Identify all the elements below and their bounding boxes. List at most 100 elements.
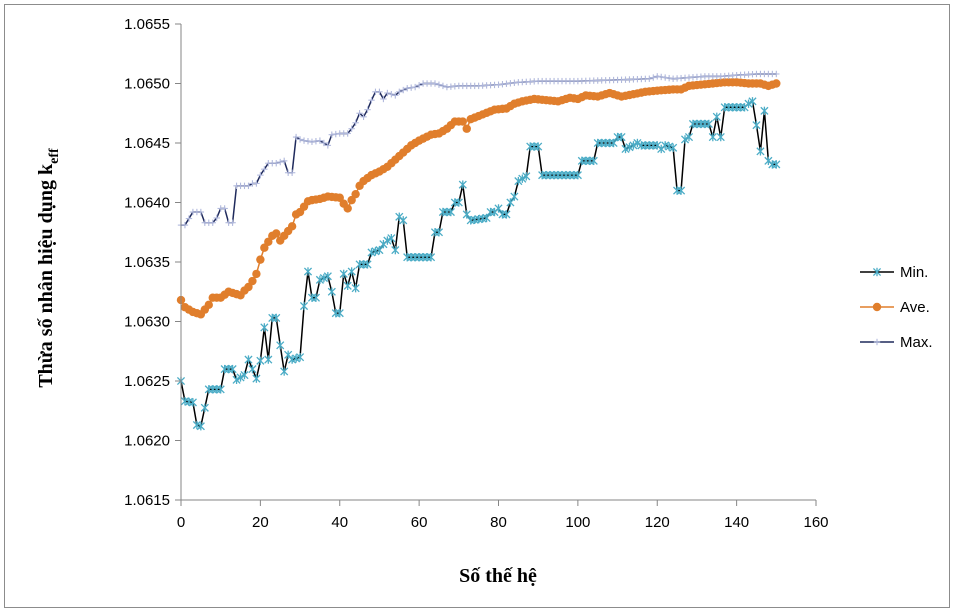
- data-point-ave: [264, 237, 273, 246]
- legend-label: Max.: [900, 334, 933, 351]
- legend-swatch-marker: [873, 338, 881, 346]
- data-point-max: [273, 160, 280, 167]
- data-point-ave: [260, 243, 269, 252]
- data-point-max: [388, 91, 395, 98]
- data-point-min: [462, 210, 471, 219]
- data-point-min: [680, 135, 690, 144]
- data-point-max: [404, 85, 411, 92]
- series-line-min: [180, 100, 777, 428]
- y-tick-label: 1.0620: [124, 433, 170, 450]
- data-point-min: [708, 132, 717, 142]
- data-point-max: [316, 137, 324, 144]
- data-point-max: [300, 137, 308, 144]
- data-point-max: [245, 182, 252, 190]
- legend-label: Ave.: [900, 299, 930, 316]
- x-tick-label: 100: [565, 514, 590, 531]
- x-tick-label: 140: [724, 514, 749, 531]
- data-point-min: [506, 198, 515, 207]
- ticks: 0 20 40 60 80 100 120 140 160 1.0615 1.0620 1.0625 1…: [124, 16, 828, 531]
- data-point-min: [621, 144, 630, 154]
- legend-item-max: Max.: [860, 334, 933, 351]
- data-point-min: [272, 313, 281, 323]
- data-point-min: [573, 170, 582, 180]
- data-point-ave: [458, 117, 467, 126]
- data-point-ave: [335, 193, 344, 202]
- data-point-min: [339, 269, 348, 279]
- legend-swatch-marker: [872, 267, 882, 277]
- x-tick-label: 0: [177, 514, 185, 531]
- data-point-max: [292, 133, 300, 141]
- data-point-max: [364, 106, 371, 113]
- x-tick-label: 60: [411, 514, 428, 531]
- y-tick-label: 1.0625: [124, 373, 170, 390]
- y-tick-label: 1.0635: [124, 254, 170, 271]
- data-point-min: [260, 323, 269, 332]
- data-point-min: [716, 132, 725, 142]
- data-point-min: [625, 142, 634, 152]
- data-point-min: [200, 403, 209, 412]
- data-point-max: [213, 214, 220, 222]
- x-tick-label: 20: [252, 514, 269, 531]
- data-point-max: [439, 82, 447, 90]
- data-point-max: [197, 208, 205, 216]
- data-point-max: [229, 219, 236, 226]
- data-point-ave: [462, 124, 471, 133]
- data-point-min: [383, 236, 392, 245]
- chart-frame: [4, 4, 950, 608]
- data-point-min: [744, 99, 753, 108]
- data-point-min: [399, 216, 408, 225]
- data-point-min: [232, 375, 241, 385]
- y-tick-label: 1.0615: [124, 492, 170, 509]
- x-axis-title: Số thế hệ: [459, 565, 537, 587]
- data-point-max: [658, 73, 665, 81]
- data-point-max: [654, 73, 661, 80]
- data-point-ave: [272, 229, 281, 238]
- data-point-max: [431, 80, 439, 87]
- data-point-max: [221, 205, 228, 212]
- data-point-min: [426, 253, 436, 262]
- data-point-max: [277, 158, 284, 166]
- data-point-max: [650, 74, 657, 81]
- data-point-max: [384, 89, 391, 97]
- data-point-max: [332, 130, 339, 138]
- data-point-max: [348, 125, 355, 132]
- data-point-min: [296, 353, 305, 362]
- data-point-min: [510, 192, 519, 201]
- data-point-min: [684, 132, 694, 142]
- y-tick-label: 1.0645: [124, 135, 170, 152]
- data-point-min: [216, 385, 225, 394]
- data-point-max: [646, 75, 653, 82]
- data-point-min: [669, 143, 678, 152]
- data-point-ave: [256, 255, 265, 264]
- x-tick-label: 120: [645, 514, 670, 531]
- data-point-min: [391, 245, 400, 255]
- legend-label: Min.: [900, 264, 928, 281]
- y-tick-label: 1.0650: [124, 76, 170, 93]
- data-point-max: [360, 113, 367, 121]
- data-point-min: [434, 228, 444, 237]
- data-point-max: [665, 74, 673, 82]
- plot-lines: [176, 70, 781, 431]
- data-point-max: [773, 70, 780, 78]
- data-point-max: [257, 171, 264, 179]
- data-point-min: [256, 356, 265, 365]
- data-point-min: [327, 287, 336, 296]
- y-axis-title-subscript: eff: [47, 148, 62, 164]
- data-point-min: [244, 355, 253, 364]
- data-point-ave: [244, 282, 253, 292]
- data-point-ave: [351, 189, 360, 199]
- data-point-min: [704, 119, 713, 129]
- series-max: [177, 70, 780, 229]
- data-point-min: [494, 204, 503, 213]
- data-point-min: [240, 370, 249, 380]
- data-point-min: [188, 398, 197, 407]
- data-point-ave: [204, 300, 213, 310]
- data-point-ave: [772, 79, 781, 88]
- data-point-max: [661, 74, 669, 81]
- data-point-ave: [252, 269, 261, 279]
- data-point-min: [248, 364, 257, 374]
- y-tick-label: 1.0630: [124, 314, 170, 331]
- data-point-ave: [287, 222, 297, 231]
- data-point-min: [319, 273, 328, 283]
- data-point-min: [772, 160, 781, 169]
